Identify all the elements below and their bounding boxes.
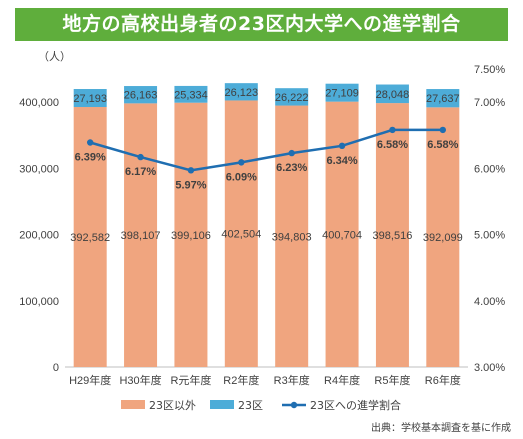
x-tick-label: R3年度 <box>274 373 310 387</box>
legend-marker-ratio <box>290 401 298 409</box>
x-tick-label: H29年度 <box>69 373 111 387</box>
data-label-ratio: 6.58% <box>377 139 408 151</box>
bar-23ku <box>275 88 309 106</box>
data-label-23ku: 28,048 <box>376 89 410 101</box>
x-tick-label: R2年度 <box>223 373 259 387</box>
y-right-tick-label: 7.50% <box>474 64 505 76</box>
y-right-tick-label: 4.00% <box>474 296 505 308</box>
legend-swatch-outside-23ku <box>121 400 145 409</box>
data-label-outside-23ku: 402,504 <box>221 229 261 241</box>
x-tick-label: R4年度 <box>324 373 360 387</box>
data-label-23ku: 26,222 <box>275 92 309 104</box>
y-left-tick-label: 100,000 <box>19 296 59 308</box>
x-tick-label: R元年度 <box>170 373 211 387</box>
bar-outside-23ku <box>73 107 107 368</box>
y-left-tick-label: 300,000 <box>19 163 59 175</box>
x-tick-label: R5年度 <box>374 373 410 387</box>
y-left-tick-label: 200,000 <box>19 230 59 242</box>
bar-23ku <box>224 83 258 101</box>
line-ratio-point <box>86 139 94 146</box>
data-label-outside-23ku: 394,803 <box>272 231 312 243</box>
bar-23ku <box>426 89 460 108</box>
data-label-outside-23ku: 398,107 <box>121 230 161 242</box>
data-label-ratio: 6.23% <box>276 162 307 174</box>
source-note: 出典：学校基本調査を基に作成 <box>371 423 511 434</box>
line-ratio-point <box>338 142 346 150</box>
legend-label-outside-23ku: 23区以外 <box>149 399 196 412</box>
bar-outside-23ku <box>275 105 309 368</box>
bar-outside-23ku <box>124 103 158 368</box>
bar-23ku <box>73 89 107 108</box>
line-ratio-point <box>389 126 396 134</box>
legend-label-ratio: 23区への進学割合 <box>310 398 401 412</box>
bar-23ku <box>124 86 158 104</box>
chart-title: 地方の高校出身者の23区内大学への進学割合 <box>15 8 508 41</box>
y-right-tick-label: 7.00% <box>474 97 505 109</box>
bar-outside-23ku <box>174 102 208 368</box>
bar-outside-23ku <box>224 100 258 367</box>
data-label-ratio: 6.58% <box>427 139 458 151</box>
line-ratio-point <box>439 126 447 134</box>
data-label-23ku: 26,163 <box>124 90 158 102</box>
legend-swatch-23ku <box>210 400 234 409</box>
y-left-tick-label: 400,000 <box>19 97 59 109</box>
data-label-23ku: 27,109 <box>325 88 359 100</box>
bar-23ku <box>174 85 208 103</box>
data-label-ratio: 6.34% <box>326 155 357 167</box>
data-label-23ku: 25,334 <box>174 89 208 101</box>
data-label-23ku: 27,193 <box>73 93 107 105</box>
line-ratio-point <box>288 149 295 157</box>
bar-23ku <box>325 83 359 102</box>
data-label-ratio: 6.39% <box>75 152 106 164</box>
data-label-ratio: 5.97% <box>175 179 206 191</box>
data-label-23ku: 26,123 <box>224 87 258 99</box>
y-right-tick-label: 6.00% <box>474 163 505 175</box>
data-label-outside-23ku: 400,704 <box>322 229 362 241</box>
data-label-outside-23ku: 398,516 <box>373 230 413 242</box>
y-right-tick-label: 5.00% <box>474 230 505 242</box>
x-tick-label: R6年度 <box>425 373 461 387</box>
line-ratio <box>89 128 443 172</box>
y-left-tick-label: 0 <box>53 362 59 374</box>
line-ratio-point <box>238 159 245 166</box>
y-right-tick-label: 3.00% <box>474 362 505 374</box>
data-label-outside-23ku: 399,106 <box>171 230 211 242</box>
data-label-outside-23ku: 392,099 <box>423 232 463 244</box>
bar-outside-23ku <box>375 103 409 368</box>
data-label-ratio: 6.09% <box>226 171 257 183</box>
bar-outside-23ku <box>426 107 460 368</box>
data-label-ratio: 6.17% <box>125 166 156 178</box>
legend-label-23ku: 23区 <box>238 399 263 412</box>
x-tick-label: H30年度 <box>119 373 161 387</box>
bar-23ku <box>375 84 409 104</box>
data-label-23ku: 27,637 <box>426 93 460 105</box>
data-label-outside-23ku: 392,582 <box>70 232 110 244</box>
y-left-unit: （人） <box>38 50 71 63</box>
line-ratio-point <box>187 167 195 174</box>
line-ratio-point <box>137 153 144 161</box>
